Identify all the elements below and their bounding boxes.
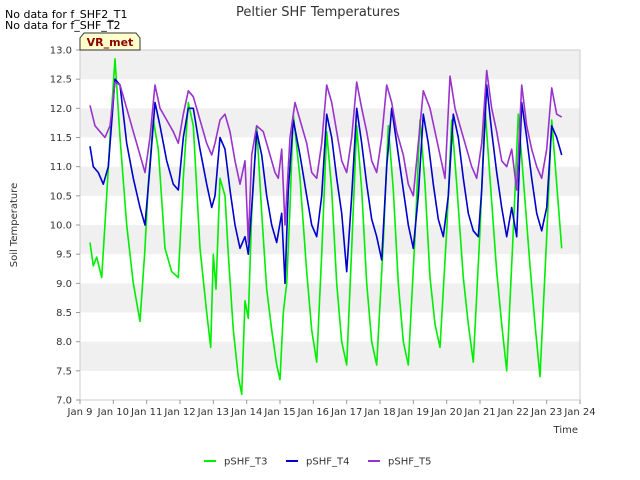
legend-label: pSHF_T4: [306, 457, 349, 468]
x-tick-label: Jan 22: [497, 407, 529, 418]
legend: pSHF_T3 pSHF_T4 pSHF_T5: [204, 457, 431, 468]
grid-band: [80, 50, 580, 80]
x-tick-label: Jan 19: [397, 407, 429, 418]
x-tick-label: Jan 9: [67, 407, 93, 418]
x-tick-label: Jan 11: [130, 407, 162, 418]
x-tick-label: Jan 17: [330, 407, 362, 418]
x-tick-label: Jan 14: [230, 407, 262, 418]
vr-met-badge: VR_met: [79, 32, 141, 51]
x-tick-label: Jan 12: [163, 407, 195, 418]
x-axis-ticks: Jan 9 Jan 10 Jan 11 Jan 12 Jan 13 Jan 14 Jan 1…: [67, 400, 596, 418]
y-tick-label: 8.0: [56, 337, 72, 348]
y-axis-ticks: 7.0 7.5 8.0 8.5 9.0 9.5 10.0 10.5 11.0 11.5 12.0 12…: [50, 46, 80, 407]
x-tick-label: Jan 21: [463, 407, 495, 418]
x-tick-label: Jan 15: [263, 407, 295, 418]
y-tick-label: 7.0: [56, 396, 72, 407]
y-tick-label: 11.0: [50, 162, 72, 173]
y-tick-label: 8.5: [56, 308, 72, 319]
series-line-pshf-t4: [89, 78, 563, 285]
y-tick-label: 9.0: [56, 279, 72, 290]
grid-band: [80, 283, 580, 313]
badge-label: VR_met: [87, 36, 134, 49]
x-tick-label: Jan 20: [430, 407, 462, 418]
no-data-note-2: No data for f_SHF_T2: [5, 19, 121, 32]
x-tick-label: Jan 16: [297, 407, 329, 418]
series-lines: [89, 57, 563, 396]
y-tick-label: 7.5: [56, 366, 72, 377]
y-axis-label: Soil Temperature: [9, 183, 20, 268]
y-tick-label: 12.0: [50, 104, 72, 115]
x-tick-label: Jan 24: [563, 407, 595, 418]
y-tick-label: 10.0: [50, 221, 72, 232]
x-tick-label: Jan 23: [530, 407, 562, 418]
chart-title: Peltier SHF Temperatures: [236, 5, 400, 20]
no-data-note-1: No data for f_SHF2_T1: [5, 8, 128, 21]
y-tick-label: 12.5: [50, 75, 72, 86]
y-tick-label: 13.0: [50, 46, 72, 57]
grid-band: [80, 341, 580, 371]
x-tick-label: Jan 13: [197, 407, 229, 418]
series-line-pshf-t5: [89, 69, 563, 244]
y-tick-label: 10.5: [50, 191, 72, 202]
x-axis-label: Time: [553, 425, 578, 436]
y-tick-label: 9.5: [56, 250, 72, 261]
x-tick-label: Jan 10: [97, 407, 129, 418]
legend-label: pSHF_T3: [224, 457, 267, 468]
series-line-pshf-t3: [89, 57, 563, 396]
x-tick-label: Jan 18: [363, 407, 395, 418]
y-tick-label: 11.5: [50, 133, 72, 144]
legend-label: pSHF_T5: [388, 457, 431, 468]
